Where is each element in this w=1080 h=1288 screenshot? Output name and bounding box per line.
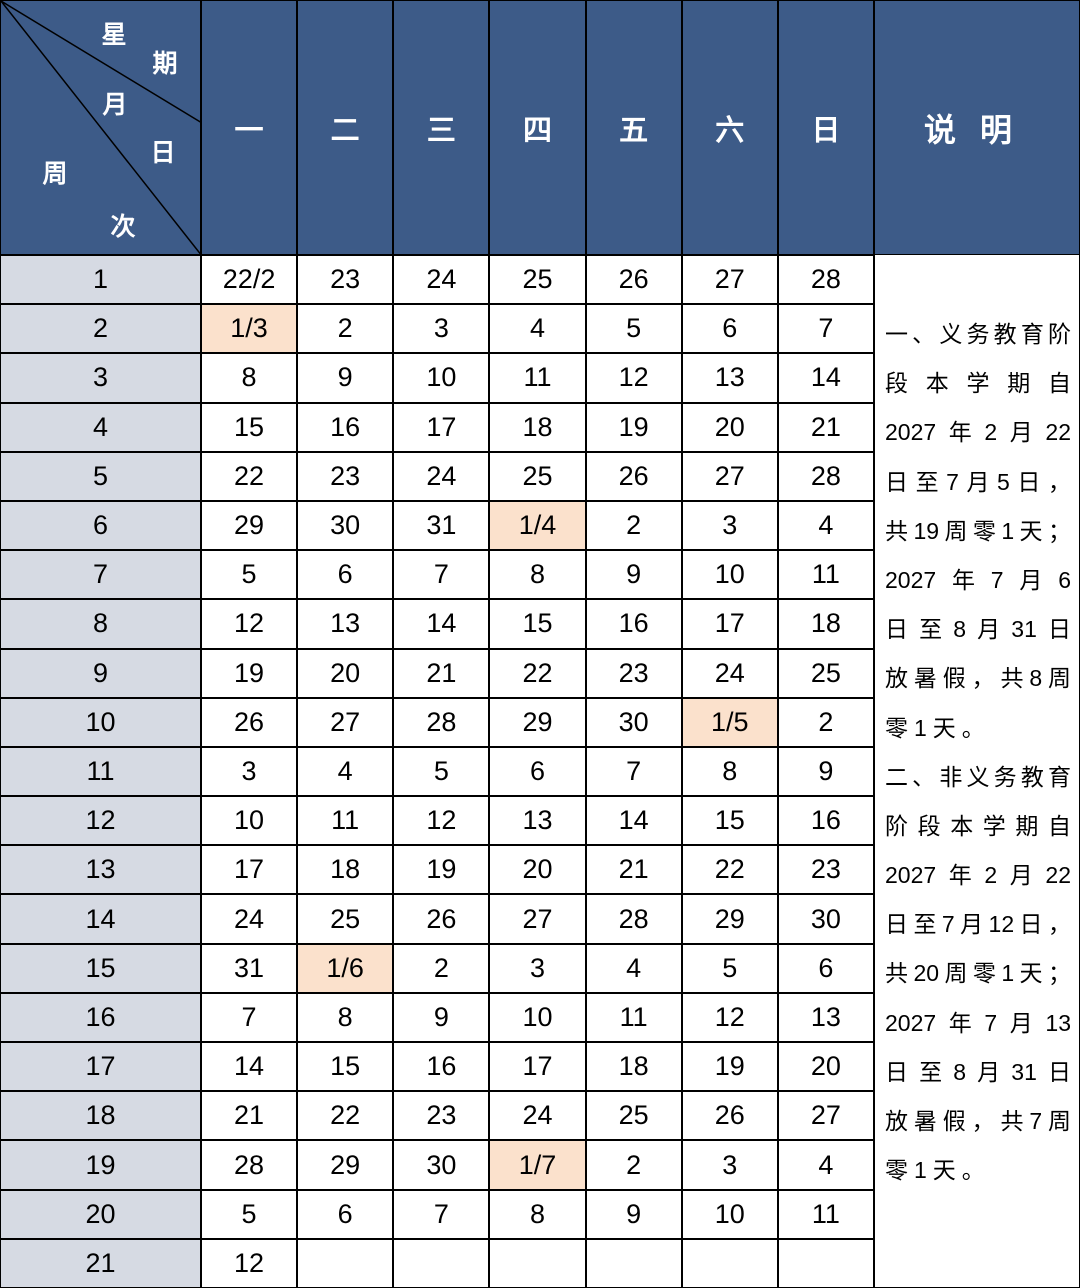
svg-text:日: 日 (150, 139, 175, 167)
svg-text:月: 月 (101, 91, 127, 119)
svg-text:周: 周 (42, 160, 67, 188)
svg-text:次: 次 (110, 213, 135, 241)
svg-text:期: 期 (152, 50, 177, 78)
svg-text:星: 星 (101, 21, 126, 49)
